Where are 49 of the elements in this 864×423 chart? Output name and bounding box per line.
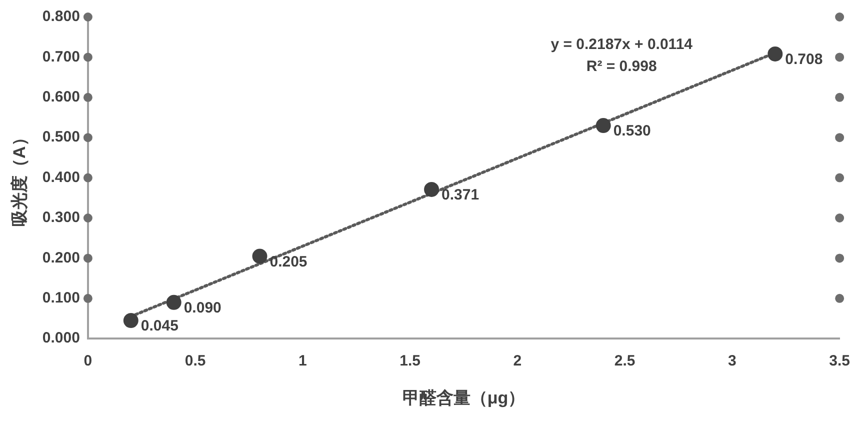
x-tick-label: 0.5 <box>184 352 206 370</box>
point <box>83 133 92 142</box>
data-label: 0.371 <box>442 186 480 204</box>
x-axis-title: 甲醛含量（μg） <box>402 388 526 408</box>
point <box>424 182 440 197</box>
point <box>83 173 92 182</box>
point <box>83 214 92 222</box>
data-label: 0.205 <box>270 253 308 270</box>
point <box>835 214 844 222</box>
point <box>835 173 844 182</box>
point <box>596 118 611 134</box>
point <box>83 92 92 102</box>
point <box>835 294 844 303</box>
y-tick-label: 0.800 <box>42 8 80 26</box>
point <box>252 248 268 264</box>
x-tick-label: 0 <box>84 352 92 370</box>
x-tick-label: 1 <box>298 352 307 370</box>
point <box>83 52 92 62</box>
data-label: 0.530 <box>613 122 651 140</box>
point <box>835 133 844 142</box>
y-axis-title: 吸光度（A） <box>10 129 29 226</box>
annotation: y = 0.2187x + 0.0114 <box>550 36 694 54</box>
data-label: 0.090 <box>184 300 222 317</box>
y-tick-label: 0.000 <box>42 330 80 347</box>
annotation: R² = 0.998 <box>586 58 657 76</box>
point <box>83 294 92 303</box>
point <box>768 46 783 62</box>
point <box>835 92 844 102</box>
y-tick-label: 0.700 <box>42 48 80 66</box>
y-tick-label: 0.200 <box>42 249 80 266</box>
y-tick-label: 0.500 <box>42 128 80 146</box>
point <box>835 52 844 62</box>
point <box>123 313 138 328</box>
data-label: 0.045 <box>140 318 178 335</box>
y-tick-label: 0.300 <box>42 209 80 226</box>
y-tick-label: 0.100 <box>42 290 80 307</box>
data-label: 0.708 <box>785 51 823 68</box>
point <box>835 12 844 22</box>
point <box>835 254 844 263</box>
x-tick-label: 3.5 <box>829 352 850 370</box>
y-tick-label: 0.400 <box>42 168 80 186</box>
point <box>83 12 92 22</box>
point <box>166 294 182 310</box>
x-tick-label: 1.5 <box>400 352 420 370</box>
y-tick-label: 0.600 <box>42 88 80 106</box>
point <box>83 254 92 263</box>
x-tick-label: 2.5 <box>614 352 636 370</box>
x-tick-label: 2 <box>513 352 522 370</box>
x-tick-label: 3 <box>728 352 736 370</box>
